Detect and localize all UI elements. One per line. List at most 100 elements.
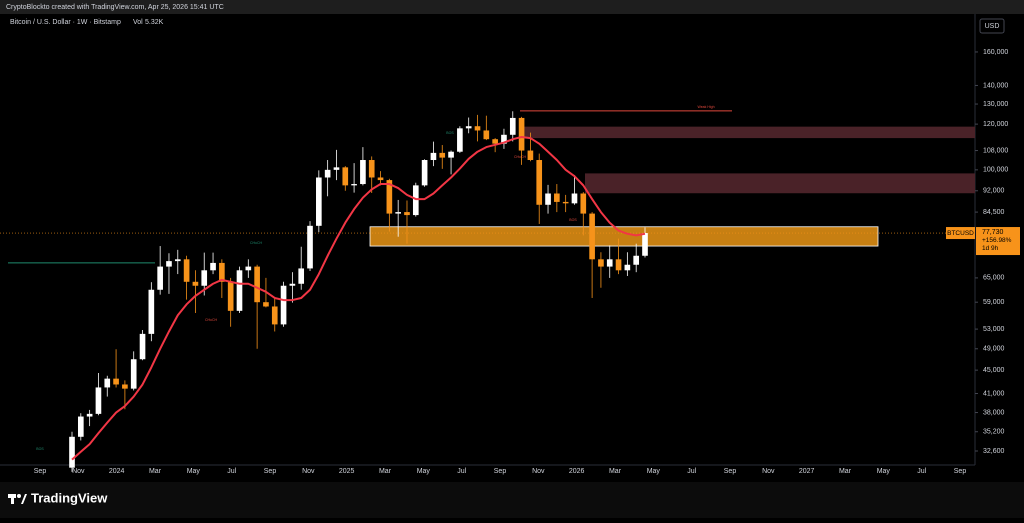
header-bar xyxy=(0,0,1024,14)
candle-body xyxy=(271,306,278,325)
y-tick-label: 41,000 xyxy=(983,390,1005,397)
x-tick-label: Sep xyxy=(34,468,47,475)
y-tick-label: 130,000 xyxy=(983,101,1008,108)
volume-label: Vol xyxy=(133,19,143,26)
candle-body xyxy=(192,281,199,286)
annotation: CHoCH xyxy=(205,318,218,322)
candle-body xyxy=(201,270,208,286)
y-tick-label: 160,000 xyxy=(983,49,1008,56)
y-tick-label: 140,000 xyxy=(983,82,1008,89)
candle-body xyxy=(536,160,543,205)
volume-value: 5.32K xyxy=(145,19,164,26)
x-tick-label: 2024 xyxy=(109,468,125,475)
candle-body xyxy=(157,266,163,290)
candle-body xyxy=(545,193,551,205)
x-tick-label: Jul xyxy=(227,468,236,475)
y-tick-label: 65,000 xyxy=(983,275,1005,282)
zone xyxy=(520,126,975,139)
candle-body xyxy=(509,117,516,135)
candle-body xyxy=(386,180,393,214)
candle-body xyxy=(289,283,296,286)
candle-body xyxy=(254,266,260,303)
brand-logo xyxy=(8,494,27,504)
y-tick-label: 32,600 xyxy=(983,448,1005,455)
candle-body xyxy=(421,160,428,186)
x-tick-label: Jul xyxy=(687,468,696,475)
zone xyxy=(585,173,975,194)
x-tick-label: Nov xyxy=(302,468,315,475)
y-tick-label: 92,000 xyxy=(983,188,1005,195)
candle-body xyxy=(615,259,622,271)
annotation: CHoCH xyxy=(514,155,527,159)
candle-body xyxy=(130,359,137,389)
candle-body xyxy=(439,152,446,158)
x-tick-label: Sep xyxy=(724,468,737,475)
candle-body xyxy=(174,259,181,262)
y-tick-label: 100,000 xyxy=(983,167,1008,174)
x-tick-label: Jul xyxy=(457,468,466,475)
moving-average xyxy=(71,135,646,461)
symbol: BTCUSD xyxy=(947,230,974,237)
candle-body xyxy=(571,193,578,204)
x-tick-label: Mar xyxy=(149,468,162,475)
candle-body xyxy=(316,177,322,226)
x-tick-label: Sep xyxy=(494,468,507,475)
candle-body xyxy=(474,126,481,131)
candle-body xyxy=(580,193,587,214)
x-tick-label: May xyxy=(647,468,661,475)
currency-box[interactable] xyxy=(979,18,1005,34)
candle-body xyxy=(633,255,640,265)
x-tick-label: May xyxy=(187,468,201,475)
x-tick-label: May xyxy=(877,468,891,475)
candle-body xyxy=(183,259,190,282)
candle-body xyxy=(430,152,437,161)
x-tick-label: 2025 xyxy=(339,468,355,475)
candle-body xyxy=(298,268,305,284)
y-tick-label: 49,000 xyxy=(983,346,1005,353)
annotation: BOS xyxy=(446,131,454,135)
candle-body xyxy=(342,167,349,186)
y-tick-label: 38,000 xyxy=(983,409,1005,416)
candle-body xyxy=(324,169,331,178)
currency[interactable]: USD xyxy=(985,23,1000,30)
y-tick-label: 45,000 xyxy=(983,367,1005,374)
candle-body xyxy=(589,213,595,260)
candle-body xyxy=(166,261,172,267)
candle-body xyxy=(624,264,631,271)
candle-body xyxy=(501,134,507,144)
candle-body xyxy=(219,262,225,282)
x-tick-label: Jul xyxy=(917,468,926,475)
candle-body xyxy=(113,378,119,385)
x-tick-label: Mar xyxy=(839,468,852,475)
annotation: BOS xyxy=(36,447,44,451)
y-tick-label: 53,000 xyxy=(983,326,1005,333)
candle-body xyxy=(69,436,75,468)
x-tick-label: May xyxy=(417,468,431,475)
candle-body xyxy=(148,289,155,334)
candle-body xyxy=(280,285,287,325)
candle-body xyxy=(139,333,146,360)
candle-body xyxy=(448,151,454,158)
candle-body xyxy=(236,270,243,311)
price-change: +156.98% xyxy=(982,237,1012,244)
annotation: CHoCH xyxy=(250,241,263,245)
candle-body xyxy=(606,259,613,267)
candle-body xyxy=(377,177,384,181)
y-tick-label: 84,500 xyxy=(983,209,1005,216)
candle-body xyxy=(404,212,410,216)
candle-body xyxy=(210,262,216,271)
candle-body xyxy=(86,413,93,417)
candle-body xyxy=(562,201,569,204)
price-tag xyxy=(976,227,1020,256)
y-tick-label: 59,000 xyxy=(983,299,1005,306)
x-tick-label: Mar xyxy=(609,468,622,475)
candle-body xyxy=(368,160,375,178)
candle-body xyxy=(598,259,604,267)
candle-body xyxy=(122,384,128,389)
candle-body xyxy=(465,126,472,129)
y-tick-label: 35,200 xyxy=(983,429,1005,436)
credit: CryptoBlockto created with TradingView.c… xyxy=(6,4,224,11)
zone xyxy=(369,226,879,247)
